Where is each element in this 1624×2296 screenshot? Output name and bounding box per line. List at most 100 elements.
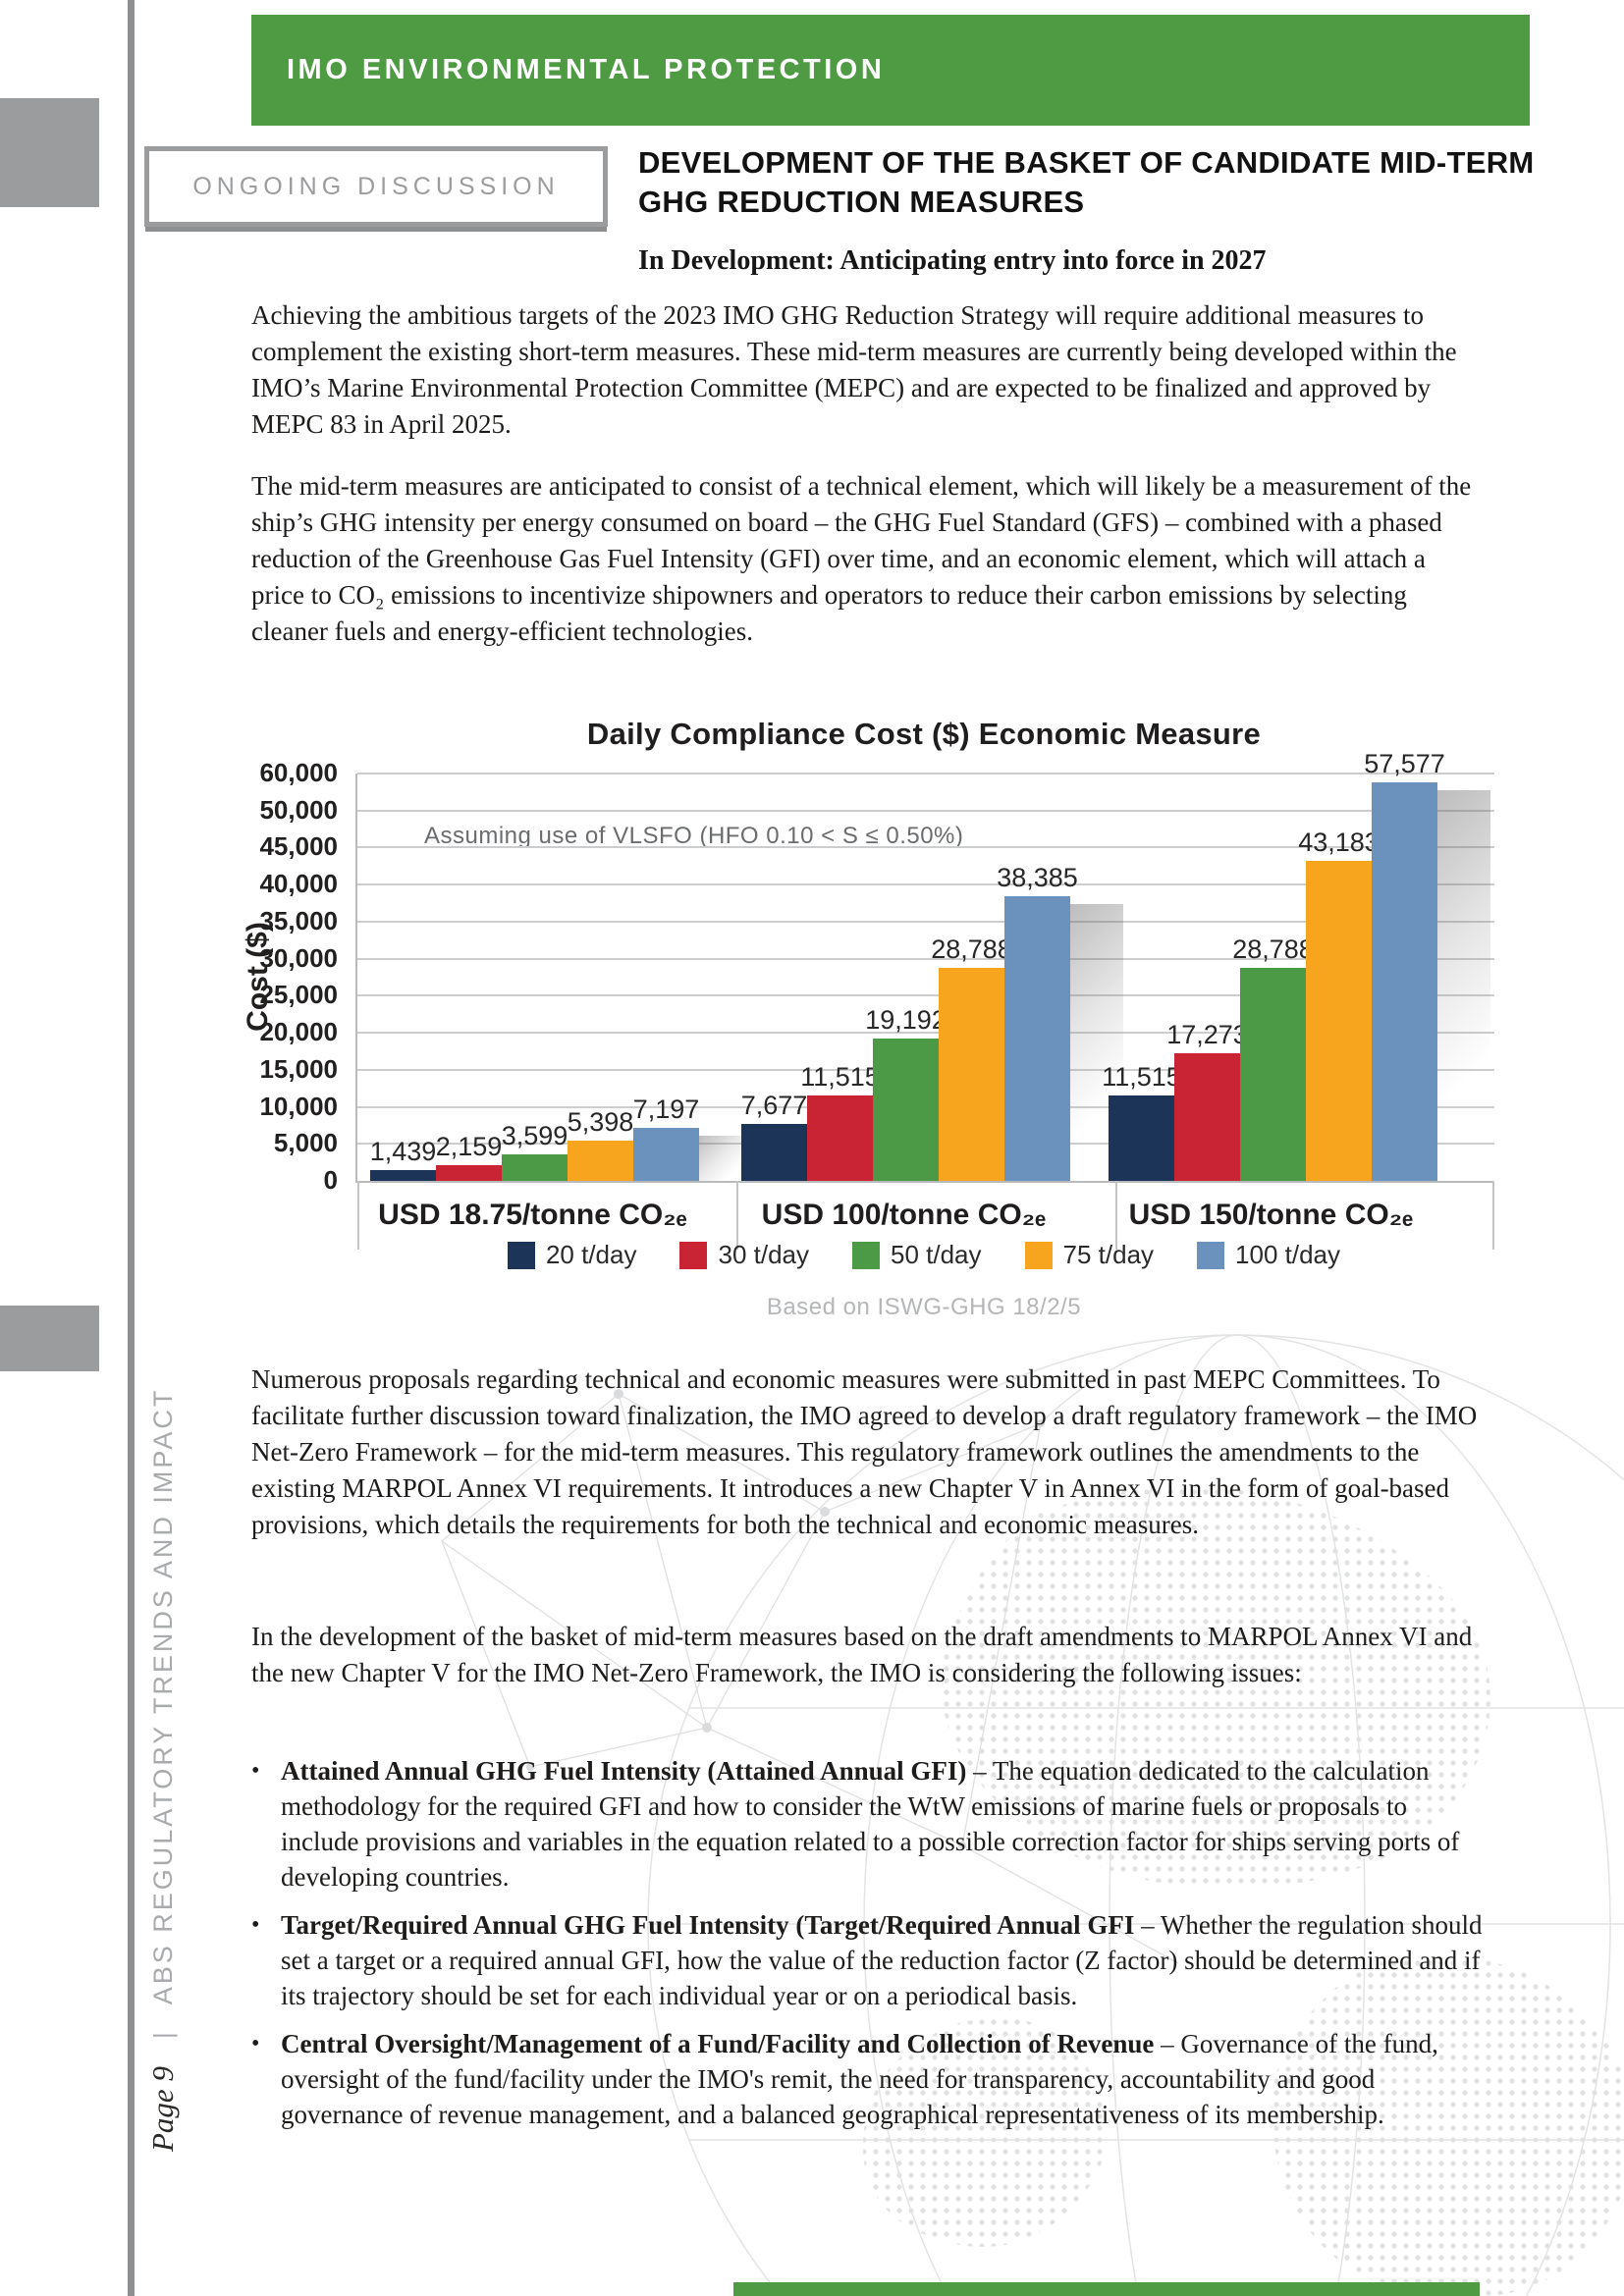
y-axis-tick-label: 25,000: [259, 980, 338, 1010]
y-axis-tick-label: 5,000: [273, 1128, 338, 1158]
footer-green-strip: [733, 2282, 1480, 2296]
compliance-cost-chart: Daily Compliance Cost ($) Economic Measu…: [216, 709, 1522, 1342]
paragraph-1: Achieving the ambitious targets of the 2…: [251, 300, 1457, 439]
bullet-marker: •: [251, 1912, 260, 1938]
paragraph-3: Numerous proposals regarding technical a…: [251, 1364, 1478, 1539]
y-axis-tick-label: 60,000: [259, 758, 338, 787]
bar: [633, 1127, 699, 1181]
bar: [502, 1153, 568, 1181]
bullet-list: • Attained Annual GHG Fuel Intensity (At…: [251, 1753, 1490, 2145]
bar-value-label: 11,515: [800, 1062, 880, 1093]
bullet-item-attained-gfi: • Attained Annual GHG Fuel Intensity (At…: [251, 1753, 1490, 1895]
chart-annotation: Assuming use of VLSFO (HFO 0.10 < S ≤ 0.…: [424, 823, 964, 849]
legend-item: 30 t/day: [679, 1240, 809, 1270]
bullet-text: Target/Required Annual GHG Fuel Intensit…: [281, 1907, 1490, 2013]
category-tick: [1115, 1181, 1117, 1250]
y-axis-tick-label: 0: [323, 1165, 338, 1195]
bar: [1240, 967, 1306, 1181]
bar: [807, 1095, 873, 1181]
bar-value-label: 38,385: [997, 863, 1078, 893]
bullet-text: Central Oversight/Management of a Fund/F…: [281, 2026, 1490, 2132]
bar-value-label: 7,677: [740, 1091, 808, 1121]
category-label: USD 150/tonne CO₂ₑ: [1128, 1199, 1414, 1231]
bar-value-label: 43,183: [1298, 828, 1380, 858]
bar-value-label: 11,515: [1102, 1062, 1181, 1093]
legend-item: 20 t/day: [507, 1240, 637, 1270]
legend-swatch: [852, 1241, 880, 1269]
gridline: [357, 957, 1494, 960]
chart-footnote: Based on ISWG-GHG 18/2/5: [766, 1294, 1082, 1320]
y-axis-tick-label: 45,000: [259, 831, 338, 862]
bullet-lead: Central Oversight/Management of a Fund/F…: [281, 2029, 1155, 2058]
bar: [873, 1039, 939, 1181]
bar: [1109, 1095, 1174, 1181]
y-axis-tick-label: 30,000: [259, 942, 338, 973]
chart-legend: 20 t/day 30 t/day 50 t/day 75 t/day 100 t/da…: [355, 1240, 1492, 1270]
bar-value-label: 5,398: [567, 1107, 634, 1138]
bar: [370, 1170, 436, 1181]
paragraph-4: In the development of the basket of mid-…: [251, 1622, 1473, 1687]
y-axis-tick-label: 50,000: [259, 794, 338, 825]
bar: [1306, 861, 1372, 1181]
legend-item: 75 t/day: [1024, 1240, 1155, 1270]
bar-value-label: 28,788: [1232, 934, 1314, 964]
kicker-box: ONGOING DISCUSSION: [144, 146, 608, 227]
bar: [1174, 1052, 1240, 1181]
left-vertical-rule: [128, 0, 135, 2296]
y-axis-tick-label: 15,000: [259, 1053, 338, 1084]
legend-label: 100 t/day: [1235, 1240, 1341, 1269]
gridline: [357, 920, 1494, 923]
bullet-item-target-gfi: • Target/Required Annual GHG Fuel Intens…: [251, 1907, 1490, 2013]
legend-item: 50 t/day: [852, 1240, 982, 1270]
gridline: [357, 994, 1494, 997]
report-title: ABS REGULATORY TRENDS AND IMPACT: [147, 1387, 178, 2005]
gridline: [357, 773, 1494, 774]
category-tick: [736, 1181, 738, 1250]
bar-drop-shadow: [1437, 790, 1490, 1181]
bullet-marker: •: [251, 1758, 260, 1784]
bullet-item-fund-oversight: • Central Oversight/Management of a Fund…: [251, 2026, 1490, 2132]
legend-swatch: [507, 1241, 535, 1269]
bar: [1004, 896, 1070, 1181]
bar-value-label: 57,577: [1364, 749, 1445, 779]
bar-value-label: 3,599: [501, 1120, 568, 1150]
bar: [568, 1141, 633, 1181]
legend-label: 75 t/day: [1062, 1240, 1155, 1269]
bar: [741, 1124, 807, 1181]
y-axis-tick-label: 35,000: [259, 905, 338, 935]
bullet-marker: •: [251, 2031, 260, 2056]
y-axis-tick-label: 20,000: [259, 1017, 338, 1047]
bullet-lead: Attained Annual GHG Fuel Intensity (Atta…: [281, 1756, 967, 1786]
kicker-label: ONGOING DISCUSSION: [192, 172, 560, 200]
article-subtitle: In Development: Anticipating entry into …: [638, 245, 1267, 276]
bar-value-label: 2,159: [435, 1131, 503, 1161]
category-label: USD 18.75/tonne CO₂ₑ: [378, 1199, 687, 1231]
bar-value-label: 1,439: [369, 1137, 437, 1167]
article-title: DEVELOPMENT OF THE BASKET OF CANDIDATE M…: [638, 145, 1535, 219]
bar-value-label: 7,197: [632, 1094, 700, 1124]
chart-title: Daily Compliance Cost ($) Economic Measu…: [586, 717, 1262, 751]
legend-swatch: [1197, 1241, 1225, 1269]
bullet-text: Attained Annual GHG Fuel Intensity (Atta…: [281, 1753, 1490, 1895]
gridline: [357, 809, 1494, 812]
y-axis-tick-label: 10,000: [259, 1091, 338, 1121]
gridline: [357, 883, 1494, 886]
gray-accent-block-mid: [0, 1306, 99, 1371]
category-tick: [357, 1181, 359, 1250]
bar-value-label: 28,788: [931, 934, 1012, 964]
bar: [1372, 782, 1437, 1181]
legend-swatch: [679, 1241, 708, 1269]
legend-label: 20 t/day: [545, 1240, 637, 1269]
bar-value-label: 17,273: [1166, 1019, 1248, 1049]
legend-label: 30 t/day: [718, 1240, 809, 1269]
category-label: USD 100/tonne CO₂ₑ: [761, 1199, 1047, 1231]
category-tick: [1492, 1181, 1494, 1250]
y-axis-tick-label: 40,000: [259, 869, 338, 899]
gridline: [357, 846, 1494, 849]
paragraph-2: The mid-term measures are anticipated to…: [251, 471, 1472, 646]
sidebar-vertical-text: Page 9 | ABS REGULATORY TRENDS AND IMPAC…: [145, 1388, 181, 2152]
gridline: [357, 1032, 1494, 1035]
bar: [939, 967, 1004, 1181]
chart-plot: Assuming use of VLSFO (HFO 0.10 < S ≤ 0.…: [355, 749, 1494, 1250]
